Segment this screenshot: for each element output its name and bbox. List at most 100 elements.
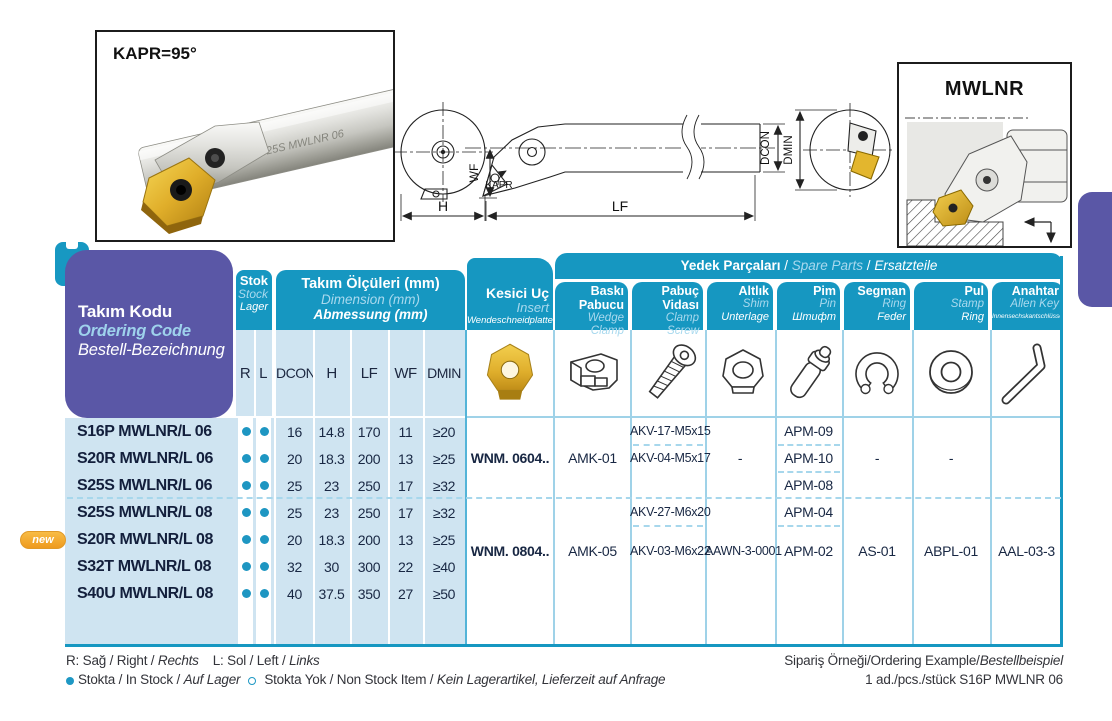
insert-cell-group1: WNM. 0604.. <box>470 450 550 466</box>
dim-label-dcon: DCON <box>760 131 772 165</box>
spare-parts-banner: Yedek Parçaları / Spare Parts / Ersatzte… <box>555 253 1063 279</box>
dim-label-wf: WF <box>467 164 481 183</box>
screw-cell-1b: AKV-04-M5x17 <box>630 451 711 465</box>
cell-wf: 17 <box>398 504 413 521</box>
legend-rl: R: Sağ / Right / Rechts L: Sol / Left / L… <box>66 653 320 668</box>
table-row: S20R MWLNR/L 08 20 18.3 200 13 ≥25 <box>65 526 465 553</box>
stamp-ring-de: Ring <box>961 311 984 323</box>
kapr-angle-label: KAPR=95° <box>113 44 197 63</box>
legend-rl-it1: Rechts <box>157 653 199 668</box>
stock-dot-r <box>237 562 255 571</box>
group-divider <box>67 497 1061 499</box>
col-label-l: L <box>259 364 267 382</box>
allen-key-cell: AAL-03-3 <box>998 543 1055 559</box>
cell-wf: 17 <box>398 477 413 494</box>
ordering-code-header: Takım Kodu Ordering Code Bestell-Bezeich… <box>65 250 233 418</box>
cell-h: 23 <box>324 504 339 521</box>
ordering-code-de: Bestell-Bezeichnung <box>78 341 225 359</box>
table-bottom-border <box>65 644 1063 647</box>
cell-h: 23 <box>324 477 339 494</box>
stock-dot-l <box>255 481 273 490</box>
stock-dot-l <box>255 535 273 544</box>
clamp-screw-header: Pabuç Vidası Clamp Screw Klemmschraube <box>632 282 711 350</box>
stock-en: Stock <box>237 287 268 301</box>
table-row: S25S MWLNR/L 08 25 23 250 17 ≥32 <box>65 499 465 526</box>
clamp-screw-en: Clamp Screw <box>665 312 699 337</box>
wedge-clamp-en: Wedge Clamp <box>587 312 624 337</box>
legend-stock-text1: Stokta / In Stock / <box>78 672 184 687</box>
cell-lf: 170 <box>357 423 381 440</box>
screw-cell-1a: AKV-17-M5x15 <box>630 424 711 438</box>
stamp-ring-en: Stamp <box>950 298 984 310</box>
style-title: MWLNR <box>944 78 1025 100</box>
dim-label-dmin: DMIN <box>783 135 795 164</box>
stock-dot-r <box>237 481 255 490</box>
new-badge: new <box>20 531 66 549</box>
stock-dot-r <box>237 454 255 463</box>
pin-cell-2b: APM-02 <box>784 543 833 559</box>
legend-stock-it2: Kein Lagerartikel, Lieferzeit auf Anfrag… <box>436 672 666 687</box>
allen-key-de: Innensechskantschlüssel <box>992 313 1065 320</box>
stamp-cell-group2: ABPL-01 <box>924 543 978 559</box>
cell-dmin: ≥40 <box>432 558 456 575</box>
spare-banner-sep2: / <box>863 258 875 273</box>
shim-cell-group1: - <box>737 450 743 466</box>
stock-header: Stok Stock Lager <box>236 270 272 330</box>
table-row: S16P MWLNR/L 06 16 14.8 170 11 ≥20 <box>65 418 465 445</box>
row-code: S20R MWLNR/L 06 <box>77 449 213 467</box>
stock-dot-l <box>255 508 273 517</box>
stock-dot-r <box>237 508 255 517</box>
pin-tr: Pim <box>813 284 836 298</box>
cell-lf: 350 <box>357 585 381 602</box>
row-code: S32T MWLNR/L 08 <box>77 557 212 575</box>
table-row: S32T MWLNR/L 08 32 30 300 22 ≥40 <box>65 553 465 580</box>
ring-icon <box>842 336 912 414</box>
dimensions-de: Abmessung (mm) <box>313 307 428 322</box>
shim-icon <box>708 336 778 414</box>
col-label-dcon: DCON <box>276 365 316 381</box>
stock-dot-r <box>237 535 255 544</box>
cell-h: 14.8 <box>318 423 345 440</box>
legend-rl-text1: R: Sağ / Right / <box>66 653 158 668</box>
cell-wf: 13 <box>398 531 413 548</box>
ordering-code-en: Ordering Code <box>78 322 191 340</box>
clamp-screw-icon <box>634 336 704 414</box>
stock-de: Lager <box>239 301 268 313</box>
cell-h: 18.3 <box>318 531 345 548</box>
cell-dmin: ≥25 <box>432 450 456 467</box>
insert-en: Insert <box>516 300 549 315</box>
cell-dmin: ≥25 <box>432 531 456 548</box>
legend-rl-text2: L: Sol / Left / <box>212 653 290 668</box>
pin-icon <box>774 336 844 414</box>
allen-key-header: Anahtar Allen Key Innensechskantschlüsse… <box>992 282 1065 330</box>
stock-dot-l <box>255 427 273 436</box>
table-right-border <box>1060 256 1063 647</box>
pin-de: Штифт <box>792 311 836 323</box>
cell-lf: 300 <box>357 558 381 575</box>
insert-cell-group2: WNM. 0804.. <box>470 543 550 559</box>
row-code: S16P MWLNR/L 06 <box>77 422 212 440</box>
dimension-drawing: H WF KAPR LF DCON DMIN <box>395 102 895 221</box>
cell-h: 18.3 <box>318 450 345 467</box>
shim-de: Unterlage <box>721 311 769 323</box>
page-edge-tab <box>1078 192 1112 307</box>
cell-lf: 250 <box>357 504 381 521</box>
stock-dot-l <box>255 454 273 463</box>
cell-wf: 11 <box>398 423 413 440</box>
spare-banner-de: Ersatzteile <box>874 258 938 273</box>
col-label-wf: WF <box>394 364 417 382</box>
ring-cell-group2: AS-01 <box>858 543 896 559</box>
cell-dcon: 20 <box>287 531 302 548</box>
pin-cell-1b: APM-10 <box>784 450 833 466</box>
col-label-dmin: DMIN <box>427 365 461 381</box>
cell-dcon: 25 <box>287 477 302 494</box>
wedge-cell-group1: AMK-01 <box>568 450 617 466</box>
cell-dcon: 40 <box>287 585 302 602</box>
pin-cell-2a: APM-04 <box>784 504 833 520</box>
ordering-example-label: Sipariş Örneği/Ordering Example/Bestellb… <box>663 653 1063 668</box>
cell-wf: 27 <box>398 585 413 602</box>
ring-cell-group1: - <box>874 450 880 466</box>
ring-tr: Segman <box>857 284 906 298</box>
dim-label-h: H <box>438 198 448 214</box>
